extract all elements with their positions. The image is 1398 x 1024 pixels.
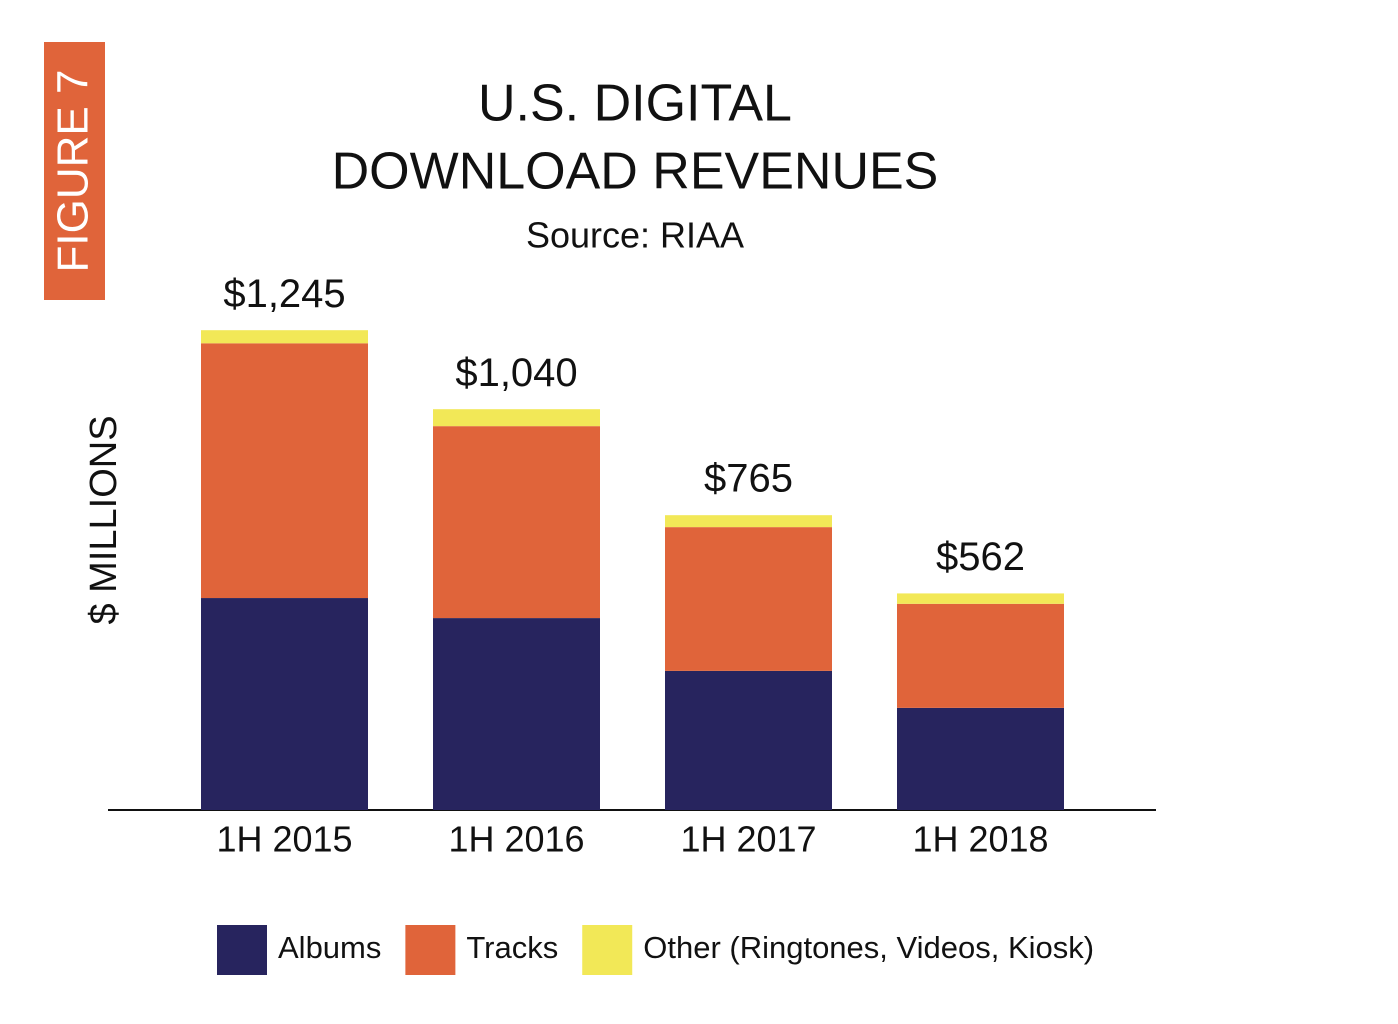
legend-label: Tracks bbox=[466, 930, 558, 965]
bar-segment bbox=[665, 527, 832, 671]
bar-segment bbox=[433, 409, 600, 427]
total-label: $1,245 bbox=[223, 272, 345, 316]
bar-segment bbox=[665, 515, 832, 528]
legend-swatch bbox=[582, 925, 633, 975]
legend-swatch bbox=[217, 925, 267, 975]
chart-title: U.S. DIGITAL bbox=[478, 75, 792, 133]
bar-segment bbox=[201, 598, 368, 810]
bar-segment bbox=[433, 426, 600, 619]
figure-label: FIGURE 7 bbox=[49, 70, 98, 273]
chart-subtitle: Source: RIAA bbox=[526, 215, 744, 256]
y-axis-label: $ MILLIONS bbox=[83, 415, 125, 624]
bar-segment bbox=[665, 670, 832, 810]
bar-segment bbox=[897, 593, 1064, 604]
legend-label: Albums bbox=[278, 930, 381, 965]
x-tick-label: 1H 2015 bbox=[216, 819, 352, 860]
bar-segment bbox=[201, 330, 368, 344]
chart-title: DOWNLOAD REVENUES bbox=[332, 143, 939, 201]
x-tick-label: 1H 2018 bbox=[912, 819, 1048, 860]
bar-segment bbox=[201, 343, 368, 599]
x-tick-label: 1H 2016 bbox=[448, 819, 584, 860]
bar-segment bbox=[433, 618, 600, 810]
figure-tab bbox=[44, 42, 105, 300]
total-label: $562 bbox=[936, 535, 1025, 579]
legend-label: Other (Ringtones, Videos, Kiosk) bbox=[643, 930, 1094, 965]
total-label: $1,040 bbox=[455, 351, 577, 395]
total-label: $765 bbox=[704, 457, 793, 501]
bar-segment bbox=[897, 707, 1064, 810]
bar-segment bbox=[897, 603, 1064, 708]
x-tick-label: 1H 2017 bbox=[680, 819, 816, 860]
legend-swatch bbox=[405, 925, 456, 975]
